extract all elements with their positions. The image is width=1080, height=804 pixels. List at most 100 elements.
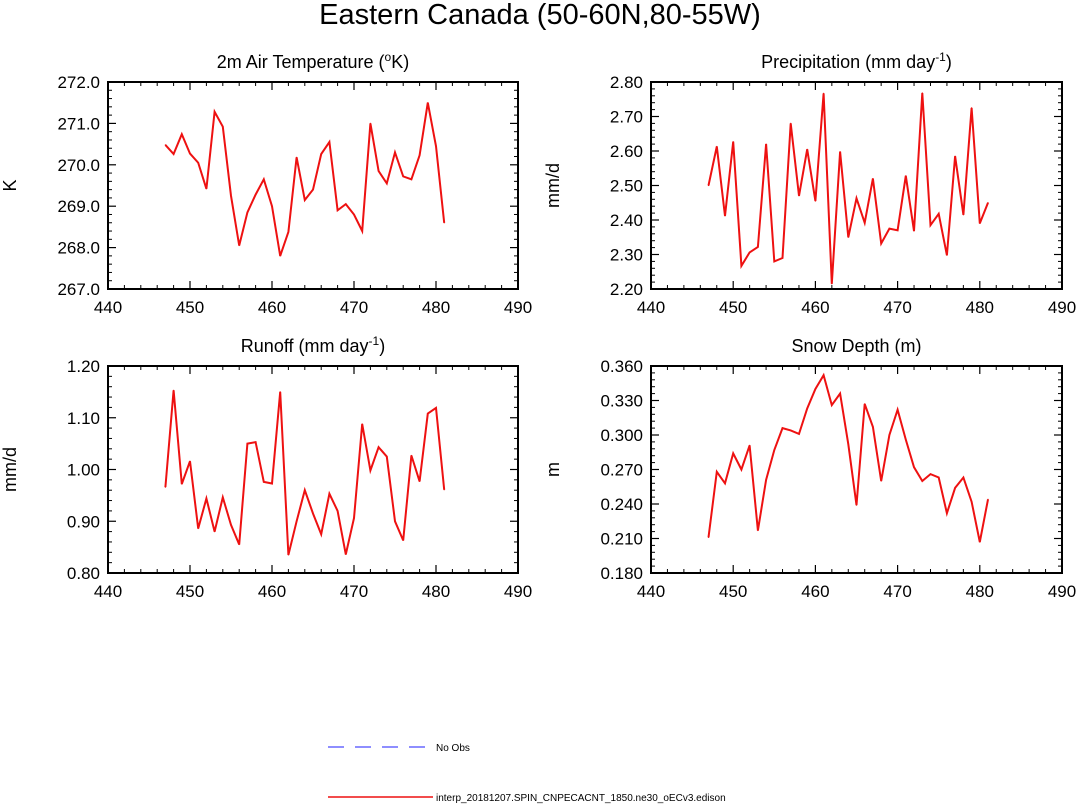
data-point	[205, 188, 207, 190]
y-tick-label: 267.0	[57, 280, 100, 299]
y-tick-label: 0.210	[600, 530, 643, 549]
data-point	[279, 391, 281, 393]
data-point	[716, 471, 718, 473]
data-point	[790, 122, 792, 124]
y-tick-label: 1.20	[67, 357, 100, 376]
data-point	[419, 154, 421, 156]
data-point	[345, 553, 347, 556]
data-point	[386, 456, 388, 458]
data-point	[872, 426, 874, 428]
y-tick-label: 1.00	[67, 461, 100, 480]
x-tick-label: 480	[966, 298, 994, 317]
figure-title: Eastern Canada (50-60N,80-55W)	[319, 0, 761, 31]
data-point	[740, 265, 743, 267]
data-point	[814, 388, 817, 390]
data-point	[328, 493, 330, 495]
data-point	[765, 479, 767, 481]
data-point	[427, 102, 429, 104]
data-point	[823, 92, 825, 94]
data-point	[732, 452, 734, 454]
y-tick-label: 2.70	[610, 108, 643, 127]
data-point	[386, 182, 388, 184]
data-point	[164, 486, 166, 488]
data-point	[806, 407, 808, 410]
x-tick-label: 440	[94, 582, 122, 601]
x-tick-label: 470	[883, 582, 911, 601]
data-point	[230, 195, 232, 197]
y-tick-label: 2.80	[610, 73, 643, 92]
data-point	[435, 145, 437, 147]
y-tick-label: 0.300	[600, 426, 643, 445]
data-point	[181, 133, 183, 135]
x-tick-label: 440	[637, 298, 665, 317]
legend-label-model: interp_20181207.SPIN_CNPECACNT_1850.ne30…	[436, 793, 726, 804]
data-point	[987, 202, 989, 204]
x-tick-label: 450	[719, 582, 747, 601]
data-point	[839, 151, 841, 153]
data-point	[971, 107, 973, 109]
data-point	[847, 443, 849, 445]
data-point	[181, 483, 183, 485]
data-point	[263, 481, 265, 483]
data-point	[263, 178, 265, 180]
y-tick-label: 0.270	[600, 461, 643, 480]
y-tick-label: 270.0	[57, 156, 100, 175]
data-point	[361, 423, 363, 425]
y-tick-label: 2.40	[610, 211, 643, 230]
data-point	[962, 476, 965, 479]
data-point	[749, 251, 751, 253]
data-point	[962, 214, 965, 216]
x-tick-label: 490	[504, 582, 532, 601]
y-tick-label: 268.0	[57, 239, 100, 258]
data-point	[946, 254, 948, 256]
data-point	[987, 498, 989, 500]
data-point	[304, 199, 306, 201]
x-tick-label: 470	[340, 582, 368, 601]
data-point	[724, 215, 726, 217]
data-point	[197, 527, 199, 530]
data-point	[271, 482, 273, 485]
data-point	[361, 230, 363, 232]
y-axis-label: K	[0, 179, 20, 191]
data-point	[369, 469, 371, 472]
data-point	[938, 213, 940, 215]
data-point	[806, 148, 808, 150]
x-tick-label: 490	[504, 298, 532, 317]
data-point	[855, 197, 858, 199]
data-point	[716, 145, 718, 148]
data-point	[246, 211, 248, 213]
data-point	[238, 244, 240, 247]
x-tick-label: 460	[801, 298, 829, 317]
data-point	[740, 468, 743, 471]
data-point	[353, 517, 355, 519]
data-point	[921, 92, 923, 94]
data-point	[173, 389, 175, 391]
x-tick-label: 440	[637, 582, 665, 601]
data-point	[855, 504, 858, 506]
data-point	[312, 512, 314, 515]
data-point	[831, 404, 833, 406]
x-tick-label: 460	[801, 582, 829, 601]
data-point	[757, 246, 759, 248]
data-point	[913, 230, 915, 232]
x-tick-label: 470	[340, 298, 368, 317]
data-point	[897, 229, 899, 231]
y-tick-label: 269.0	[57, 197, 100, 216]
data-point	[798, 433, 800, 435]
chart-title: Runoff (mm day-1)	[241, 334, 385, 356]
data-point	[205, 497, 207, 500]
y-tick-label: 2.20	[610, 280, 643, 299]
data-point	[312, 189, 314, 191]
data-point	[979, 541, 981, 543]
x-tick-label: 490	[1048, 298, 1076, 317]
data-point	[790, 429, 792, 431]
data-point	[929, 473, 932, 475]
y-tick-label: 2.30	[610, 246, 643, 265]
data-point	[353, 213, 355, 216]
data-point	[897, 409, 899, 411]
data-point	[798, 195, 800, 197]
data-point	[921, 480, 923, 482]
plot-frame	[107, 81, 519, 290]
data-point	[255, 194, 257, 196]
y-axis-label: mm/d	[0, 447, 20, 492]
